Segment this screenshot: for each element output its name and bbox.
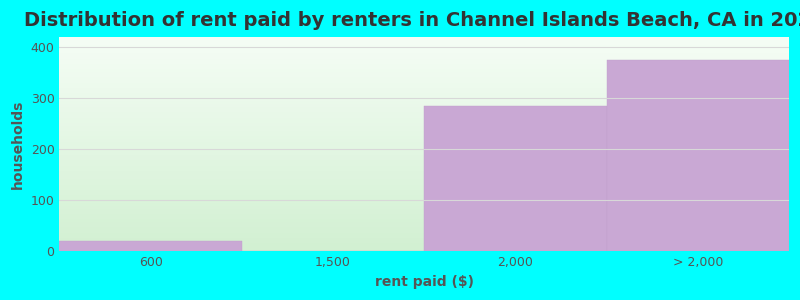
Bar — [59, 96, 789, 99]
Bar — [59, 64, 789, 67]
Bar — [59, 80, 789, 83]
Bar — [59, 222, 789, 225]
Bar — [59, 101, 789, 104]
Bar — [59, 190, 789, 193]
Bar — [59, 198, 789, 201]
Bar — [59, 118, 789, 120]
Bar — [59, 225, 789, 227]
Bar — [59, 195, 789, 198]
Bar — [59, 107, 789, 110]
Bar — [59, 69, 789, 72]
Bar — [59, 147, 789, 150]
Bar — [59, 144, 789, 147]
Bar — [59, 182, 789, 184]
Bar — [59, 219, 789, 222]
Bar — [59, 67, 789, 69]
Bar — [59, 241, 242, 251]
Bar — [59, 142, 789, 144]
Bar — [59, 115, 789, 118]
Bar — [59, 43, 789, 45]
Bar — [59, 241, 789, 243]
Bar — [59, 187, 789, 190]
Bar — [59, 83, 789, 86]
Bar — [59, 136, 789, 139]
Bar — [59, 217, 789, 219]
Bar — [59, 238, 789, 241]
Bar — [59, 53, 789, 56]
Bar — [59, 208, 789, 211]
Bar — [59, 77, 789, 80]
Bar — [59, 99, 789, 101]
Bar — [59, 243, 789, 246]
Bar — [59, 110, 789, 112]
Bar — [59, 176, 789, 179]
Bar — [424, 106, 606, 251]
Bar — [59, 179, 789, 182]
Bar — [59, 126, 789, 128]
Bar — [59, 206, 789, 208]
Bar — [59, 128, 789, 131]
Bar — [59, 152, 789, 155]
Bar — [59, 158, 789, 160]
Bar — [59, 214, 789, 217]
Bar — [59, 184, 789, 187]
Bar — [59, 104, 789, 107]
Bar — [59, 72, 789, 75]
Bar — [59, 48, 789, 51]
Bar — [59, 123, 789, 126]
X-axis label: rent paid ($): rent paid ($) — [374, 275, 474, 289]
Bar — [59, 134, 789, 136]
Bar — [59, 40, 789, 43]
Bar — [59, 201, 789, 203]
Bar — [59, 171, 789, 174]
Bar — [59, 120, 789, 123]
Bar — [59, 249, 789, 251]
Bar — [59, 233, 789, 236]
Bar — [59, 112, 789, 115]
Title: Distribution of rent paid by renters in Channel Islands Beach, CA in 2022: Distribution of rent paid by renters in … — [24, 11, 800, 30]
Bar — [59, 131, 789, 134]
Bar — [59, 58, 789, 61]
Bar — [59, 230, 789, 233]
Bar — [59, 75, 789, 77]
Bar — [59, 193, 789, 195]
Bar — [59, 246, 789, 249]
Bar — [59, 94, 789, 96]
Bar — [59, 203, 789, 206]
Bar — [59, 37, 789, 40]
Bar — [59, 45, 789, 48]
Bar — [59, 91, 789, 94]
Bar — [59, 56, 789, 58]
Bar — [59, 51, 789, 53]
Bar — [59, 139, 789, 142]
Bar — [59, 85, 789, 88]
Bar — [59, 166, 789, 169]
Bar — [59, 169, 789, 171]
Y-axis label: households: households — [11, 100, 25, 189]
Bar — [606, 60, 789, 251]
Bar — [59, 163, 789, 166]
Bar — [59, 160, 789, 163]
Bar — [59, 155, 789, 158]
Bar — [59, 174, 789, 176]
Bar — [59, 61, 789, 64]
Bar — [59, 150, 789, 152]
Bar — [59, 88, 789, 91]
Bar — [59, 236, 789, 238]
Bar — [59, 211, 789, 214]
Bar — [59, 227, 789, 230]
